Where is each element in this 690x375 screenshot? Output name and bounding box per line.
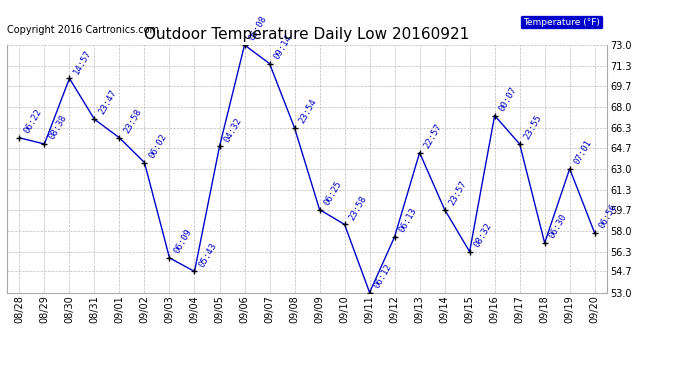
Text: 06:25: 06:25	[322, 179, 344, 207]
Legend: Temperature (°F): Temperature (°F)	[520, 15, 602, 29]
Text: Copyright 2016 Cartronics.com: Copyright 2016 Cartronics.com	[7, 25, 159, 35]
Title: Outdoor Temperature Daily Low 20160921: Outdoor Temperature Daily Low 20160921	[144, 27, 470, 42]
Text: 23:57: 23:57	[447, 179, 469, 207]
Text: 06:30: 06:30	[547, 213, 569, 240]
Text: 08:32: 08:32	[473, 221, 493, 249]
Text: 06:13: 06:13	[397, 206, 419, 234]
Text: 06:12: 06:12	[373, 262, 393, 290]
Text: 14:57: 14:57	[72, 48, 93, 76]
Text: 06:56: 06:56	[598, 202, 619, 230]
Text: 08:38: 08:38	[47, 114, 68, 141]
Text: 23:54: 23:54	[297, 98, 319, 125]
Text: 23:58: 23:58	[347, 194, 368, 222]
Text: 09:14: 09:14	[273, 33, 293, 61]
Text: 22:57: 22:57	[422, 122, 444, 150]
Text: 23:58: 23:58	[122, 107, 144, 135]
Text: 00:07: 00:07	[497, 85, 519, 113]
Text: 06:02: 06:02	[147, 132, 168, 160]
Text: 23:47: 23:47	[97, 89, 119, 117]
Text: 05:43: 05:43	[197, 241, 219, 268]
Text: 07:01: 07:01	[573, 138, 593, 166]
Text: 05:08: 05:08	[247, 15, 268, 42]
Text: 06:22: 06:22	[22, 107, 43, 135]
Text: 04:32: 04:32	[222, 116, 244, 144]
Text: 06:09: 06:09	[172, 227, 193, 255]
Text: 23:55: 23:55	[522, 114, 544, 141]
